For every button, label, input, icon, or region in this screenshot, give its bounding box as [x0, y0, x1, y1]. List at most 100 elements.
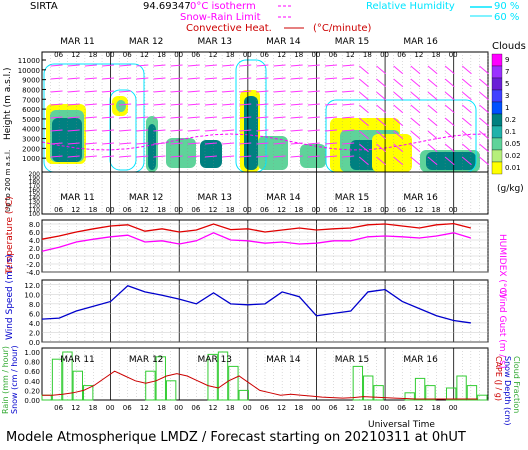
- wind-arrow: [376, 78, 387, 88]
- y-tick-label: 0.00: [24, 397, 40, 405]
- wind-arrow: [153, 116, 166, 119]
- wind-arrow: [324, 155, 338, 158]
- wind-arrow: [461, 156, 472, 166]
- wind-arrow: [67, 129, 80, 132]
- y-tick-label: 2.0: [29, 329, 40, 337]
- colorbar-label: 1: [505, 104, 509, 112]
- hour-label: 18: [432, 51, 441, 59]
- precip-bar: [456, 375, 467, 401]
- wind-arrow: [324, 103, 338, 106]
- wind-arrow: [410, 65, 421, 75]
- wind-arrow: [153, 64, 166, 67]
- wind-arrow: [290, 129, 303, 132]
- wind-arrow: [393, 65, 404, 75]
- hour-label: 18: [363, 206, 372, 214]
- low-height-label: 110: [29, 207, 41, 214]
- temperature-lines: [41, 222, 472, 252]
- wind-arrow: [324, 142, 338, 145]
- day-label: MAR 15: [335, 37, 370, 47]
- colorbar-swatch: [491, 77, 503, 91]
- wind-arrow: [479, 104, 489, 114]
- wind-arrow: [187, 116, 200, 119]
- colorbar-label: 0.01: [505, 164, 521, 172]
- wind-arrow: [307, 116, 320, 119]
- legend-rh: Relative Humidity: [366, 1, 455, 12]
- cloud-blob: [300, 144, 326, 168]
- wind-arrow: [239, 155, 252, 158]
- series-line: [41, 232, 472, 252]
- wind-arrow: [153, 142, 166, 145]
- day-label: MAR 15: [335, 193, 370, 203]
- cloud-blob: [148, 124, 156, 170]
- colorbar-swatch: [491, 101, 503, 115]
- wind-arrow: [359, 65, 369, 75]
- precip-bar: [228, 365, 239, 401]
- wind-arrow: [479, 143, 489, 153]
- day-label: MAR 12: [129, 355, 164, 365]
- colorbar-label: 3: [505, 92, 509, 100]
- wind-arrow: [393, 91, 404, 101]
- height-ticks: 1000200030004000500060007000800090001000…: [18, 57, 46, 163]
- precip-bar: [477, 394, 488, 401]
- hour-label: 00: [106, 206, 115, 214]
- wind-arrow: [256, 90, 269, 93]
- wind-arrow: [273, 64, 286, 67]
- hour-label: 12: [71, 51, 80, 59]
- wind-arrow: [67, 155, 80, 158]
- day-label: MAR 11: [60, 193, 95, 203]
- height-tick-label: 3000: [22, 136, 40, 144]
- wind-arrow: [239, 129, 252, 132]
- wind-arrow: [342, 103, 355, 106]
- colorbar-swatch: [491, 137, 503, 151]
- hour-label: 18: [432, 206, 441, 214]
- height-tick-label: 7000: [22, 96, 40, 104]
- wind-arrow: [50, 64, 63, 67]
- y-tick-label: 4.0: [29, 237, 40, 245]
- wind-arrow: [479, 78, 489, 88]
- wind-arrow: [427, 91, 438, 101]
- day-label: MAR 13: [198, 355, 233, 365]
- wind-arrow: [376, 156, 387, 166]
- series-line: [41, 284, 471, 324]
- colorbar-swatch: [491, 161, 503, 175]
- cloud-blob: [116, 100, 126, 112]
- day-label: MAR 16: [403, 193, 438, 203]
- wind-arrow: [461, 117, 472, 127]
- wind-arrow: [136, 77, 149, 80]
- day-label: MAR 16: [403, 37, 438, 47]
- wind-arrow: [101, 90, 115, 93]
- wind-arrow: [393, 156, 404, 166]
- wind-arrow: [204, 90, 217, 93]
- wind-arrow: [307, 155, 320, 158]
- wind-arrow: [136, 90, 149, 93]
- wind-arrow: [239, 103, 252, 106]
- precip-bar: [165, 380, 177, 401]
- hour-label: 18: [88, 51, 97, 59]
- precip-bar: [207, 353, 218, 401]
- precip-bar: [82, 385, 94, 401]
- colorbar-swatch: [491, 125, 503, 139]
- wind-arrow: [376, 65, 387, 75]
- wind-arrow: [359, 117, 369, 127]
- hour-label: 12: [346, 404, 355, 412]
- height-tick-label: 5000: [22, 116, 40, 124]
- y-tick-label: 0.60: [24, 368, 40, 376]
- height-tick-label: 10000: [18, 67, 40, 75]
- hour-label: 00: [311, 404, 320, 412]
- colorbar-label: 5: [505, 80, 509, 88]
- wind-arrow: [273, 77, 286, 80]
- wind-arrow: [290, 103, 303, 106]
- wind-arrow: [50, 90, 63, 93]
- wind-arrow: [170, 155, 183, 158]
- day-label: MAR 12: [129, 193, 164, 203]
- day-label: MAR 15: [335, 355, 370, 365]
- y-tick-label: -4.0: [26, 269, 40, 277]
- wind-arrow: [427, 143, 438, 153]
- hour-label: 06: [123, 206, 132, 214]
- hour-label: 06: [191, 206, 200, 214]
- wind-arrow: [359, 156, 369, 166]
- hour-label: 12: [414, 404, 423, 412]
- wind-arrow: [359, 78, 369, 88]
- day-label: MAR 14: [266, 37, 301, 47]
- wind-arrow: [84, 77, 97, 80]
